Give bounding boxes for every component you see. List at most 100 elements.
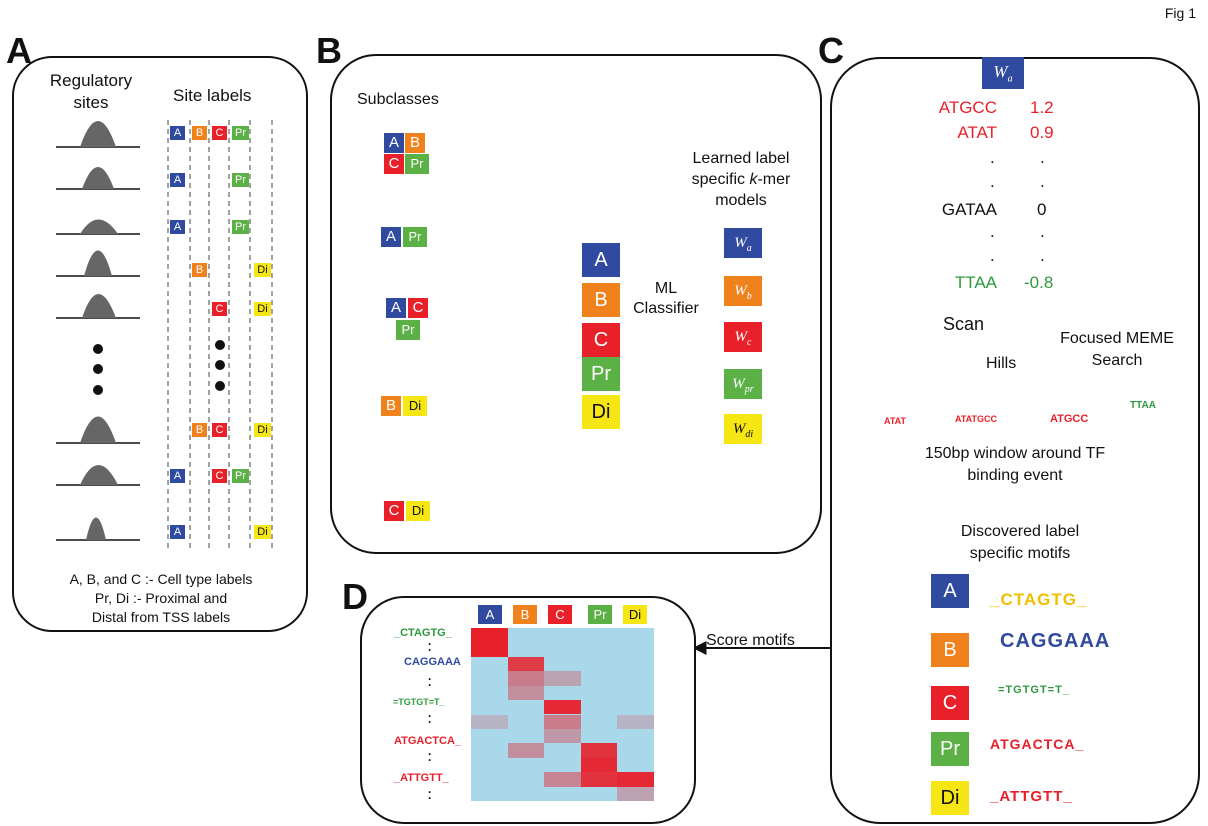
dot: .: [1040, 222, 1045, 241]
chip-pr: Pr: [232, 173, 249, 187]
heat-col-b: B: [513, 605, 537, 624]
heatmap-cell: [580, 757, 618, 773]
kmer-2-score: 0.9: [1030, 123, 1054, 142]
chip-c: C: [384, 501, 404, 521]
heatmap-cell: [544, 772, 581, 787]
heat-col-pr: Pr: [588, 605, 612, 624]
chip-b: B: [381, 396, 401, 416]
motif-label-pr: Pr: [931, 732, 969, 766]
dot: .: [990, 222, 995, 241]
heatmap-cell: [507, 685, 545, 701]
heat-row-label-3: =TGTGT=T_: [393, 697, 445, 707]
regulatory-title-line2: sites: [73, 93, 109, 112]
discovered-line2: specific motifs: [969, 545, 1071, 562]
panel-d-letter: D: [342, 576, 368, 617]
dot: .: [990, 172, 995, 191]
heatmap-cell: [617, 714, 654, 729]
chip-a: A: [381, 227, 401, 247]
discovered-title: Discovered label specific motifs: [930, 521, 1110, 565]
panel-b-letter: B: [316, 30, 342, 71]
motif-score-heatmap: [471, 628, 654, 801]
heat-col-di: Di: [623, 605, 647, 624]
chip-pr: Pr: [232, 126, 249, 140]
panel-c-letter: C: [818, 30, 844, 71]
learned-line3: models: [715, 192, 767, 209]
label-a: A: [582, 243, 620, 277]
regulatory-title-line1: Regulatory: [49, 71, 133, 90]
w-model-b: Wb: [724, 276, 762, 306]
motif-logo-pr: ATGACTCA_: [990, 736, 1085, 752]
motif-logo-b: CAGGAAA: [1000, 630, 1111, 652]
site-atat: ATAT: [884, 416, 906, 426]
motif-label-di: Di: [931, 781, 969, 815]
chip-di: Di: [254, 525, 271, 539]
heatmap-cell: [617, 772, 654, 787]
learned-k: k: [749, 171, 758, 188]
peak-rows: [56, 121, 140, 541]
dot: .: [1040, 172, 1045, 191]
chip-a: A: [170, 126, 185, 140]
regulatory-sites-title: Regulatory sites: [46, 70, 136, 114]
dot: .: [1040, 148, 1045, 167]
chip-c: C: [408, 298, 428, 318]
kmer-1: ATGCC: [938, 98, 997, 117]
learned-models-title: Learned label specific k-mer models: [666, 148, 816, 211]
heatmap-cell: [471, 628, 508, 643]
heat-row-label-4: ATGACTCA_: [394, 735, 462, 747]
label-pr: Pr: [582, 357, 620, 391]
window-line2: binding event: [967, 467, 1063, 484]
heat-col-c: C: [548, 605, 572, 624]
panel-a-legend: A, B, and C :- Cell type labels Pr, Di :…: [36, 570, 286, 627]
legend-line2: Pr, Di :- Proximal and: [94, 590, 228, 606]
heatmap-cell: [544, 700, 581, 715]
dot: .: [990, 246, 995, 265]
hills-label: Hills: [986, 355, 1017, 372]
kmer-4-score: -0.8: [1024, 273, 1054, 292]
window-caption: 150bp window around TF binding event: [880, 443, 1150, 487]
ml-classifier-label: ML Classifier: [624, 279, 708, 319]
chip-pr: Pr: [396, 320, 420, 340]
chip-a: A: [170, 469, 185, 483]
chip-a: A: [170, 173, 185, 187]
label-c: C: [582, 323, 620, 357]
motif-seq-a: _CTAGTG_: [990, 590, 1088, 609]
chip-di: Di: [406, 501, 430, 521]
learned-line2: specific k-mer: [666, 169, 816, 190]
motif-logo-di: _ATTGTT_: [990, 788, 1073, 805]
chip-a: A: [386, 298, 406, 318]
heatmap-cell: [471, 714, 508, 729]
heat-row-label-1: _CTAGTG_: [394, 627, 452, 639]
chip-b: B: [192, 263, 207, 277]
chip-b: B: [192, 126, 207, 140]
kmer-3: GATAA: [941, 200, 997, 219]
chip-b: B: [192, 423, 207, 437]
w-model-a: Wa: [724, 228, 762, 258]
learned-specific: specific: [691, 171, 745, 188]
heat-row-label-5: _ATTGTT_: [394, 772, 449, 784]
focused-line1: Focused MEME: [1060, 330, 1174, 347]
site-labels-title: Site labels: [173, 86, 252, 105]
heatmap-cell: [617, 786, 654, 801]
weight-header: Wa: [982, 57, 1024, 89]
chip-pr: Pr: [403, 227, 427, 247]
heat-row-label-2: CAGGAAA: [404, 656, 461, 668]
heat-col-a: A: [478, 605, 502, 624]
dot: .: [990, 148, 995, 167]
dot: .: [1040, 246, 1045, 265]
window-line1: 150bp window around TF: [924, 445, 1106, 462]
chip-c: C: [212, 302, 227, 316]
kmer-3-score: 0: [1037, 200, 1047, 219]
heatmap-cell: [507, 671, 545, 686]
ml-line1: ML: [654, 280, 678, 297]
motif-label-c: C: [931, 686, 969, 720]
legend-line1: A, B, and C :- Cell type labels: [69, 571, 253, 587]
heatmap-cell: [544, 714, 581, 729]
site-atgcc: ATGCC: [1050, 413, 1089, 425]
chip-a: A: [170, 525, 185, 539]
figure-label: Fig 1: [1164, 5, 1196, 21]
heatmap-cell: [507, 743, 545, 758]
ml-line2: Classifier: [633, 300, 699, 317]
legend-line3: Distal from TSS labels: [91, 609, 231, 625]
motif-label-b: B: [931, 633, 969, 667]
chip-di: Di: [254, 302, 271, 316]
